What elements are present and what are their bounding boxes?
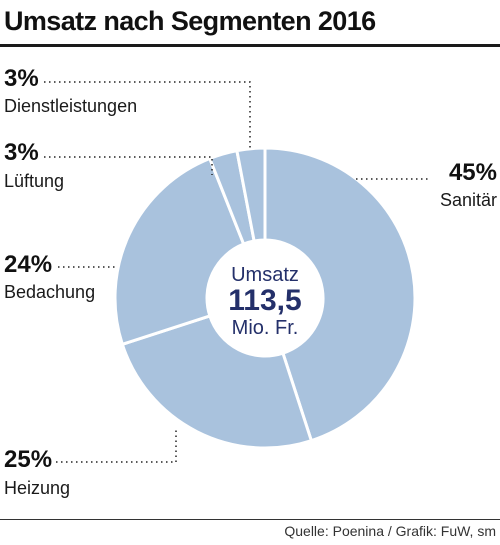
labels-group: 45% Sanitär 25% Heizung 24% Bedachung 3% Lüftun… [4,65,497,498]
percent-label-bedachung: 24% [4,251,52,278]
center-value: 113,5 [228,284,301,317]
category-label-bedachung: Bedachung [4,282,95,302]
center-label: Umsatz [231,264,299,286]
leaders-group [44,81,428,463]
footer-rule [0,519,500,520]
slices-group [113,146,417,450]
donut-hole [207,240,323,356]
percent-label-sanit-r: 45% [449,159,497,186]
leader-line-l-ftung [44,156,213,175]
chart-title: Umsatz nach Segmenten 2016 [4,6,376,36]
title-rule [0,44,500,47]
percent-label-l-ftung: 3% [4,139,39,166]
category-label-l-ftung: Lüftung [4,171,64,191]
category-label-dienstleistungen: Dienstleistungen [4,96,137,116]
percent-label-heizung: 25% [4,446,52,473]
leader-line-heizung [56,428,177,463]
source-note: Quelle: Poenina / Grafik: FuW, sm [284,523,496,539]
category-label-heizung: Heizung [4,478,70,498]
center-unit: Mio. Fr. [232,317,299,339]
percent-label-dienstleistungen: 3% [4,65,39,92]
leader-line-dienstleistungen [44,81,251,148]
category-label-sanit-r: Sanitär [440,190,497,210]
